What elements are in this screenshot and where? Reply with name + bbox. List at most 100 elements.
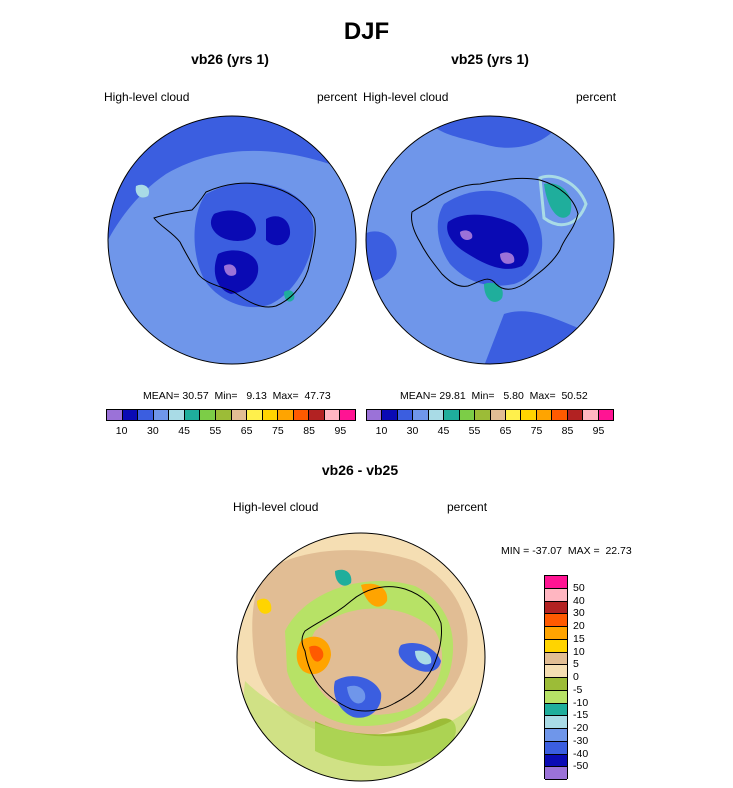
right-antarctica-coastline <box>411 177 579 290</box>
right-outer-ring-2 <box>484 311 614 364</box>
colorbar-tick-label: 95 <box>334 425 347 437</box>
colorbar-swatch <box>382 410 398 420</box>
right-max-label: Max= <box>529 390 556 402</box>
diff-colorbar-tick-label: 15 <box>573 632 585 645</box>
diff-units-label: percent <box>447 500 488 514</box>
colorbar-swatch <box>262 410 279 420</box>
diff-colorbar-swatch <box>545 767 567 780</box>
colorbar-tick-label: 95 <box>592 425 605 437</box>
diff-colorbar-swatch <box>545 652 567 666</box>
colorbar-swatch <box>107 410 123 420</box>
left-stats: MEAN= 30.57 Min= 9.13 Max= 47.73 <box>143 390 331 402</box>
left-max-label: Max= <box>272 390 299 402</box>
colorbar-swatch <box>521 410 537 420</box>
diff-colorbar-tick-label: 10 <box>573 645 585 658</box>
left-variable-label: High-level cloud <box>104 90 190 104</box>
colorbar-swatch <box>552 410 568 420</box>
right-stats: MEAN= 29.81 Min= 5.80 Max= 50.52 <box>400 390 588 402</box>
right-min-value: 5.80 <box>503 390 524 402</box>
diff-variable-label: High-level cloud <box>233 500 319 514</box>
left-panel-title: vb26 (yrs 1) <box>191 51 269 67</box>
diff-colorbar-swatch <box>545 639 567 653</box>
left-outer-ring <box>108 116 356 244</box>
diff-negative-core <box>347 685 366 704</box>
colorbar-tick-label: 65 <box>240 425 253 437</box>
colorbar-tick-label: 55 <box>468 425 481 437</box>
colorbar-swatch <box>428 410 445 420</box>
diff-colorbar-swatch <box>545 703 567 717</box>
diff-colorbar-swatch <box>545 614 567 627</box>
right-coast-patch-3 <box>538 174 588 227</box>
colorbar-tick-label: 45 <box>178 425 190 437</box>
left-antarctica-coastline <box>153 182 316 308</box>
colorbar-tick-label: 45 <box>437 425 450 437</box>
colorbar-tick-label: 30 <box>406 425 419 437</box>
diff-colorbar-tick-label: -10 <box>573 696 589 709</box>
left-min-cloud-patch <box>224 264 237 276</box>
right-coast-patch-2 <box>544 183 572 218</box>
right-units-label: percent <box>576 90 617 104</box>
diff-polar-map <box>236 532 486 782</box>
diff-negative-patch-3 <box>415 650 432 665</box>
diff-colorbar-tick-label: 30 <box>573 607 585 620</box>
colorbar-swatch <box>583 410 599 420</box>
colorbar-swatch <box>169 410 185 420</box>
left-mean-label: MEAN= <box>143 390 180 402</box>
colorbar-swatch <box>444 410 460 420</box>
left-coast-patch-2 <box>135 184 150 198</box>
colorbar-tick-label: 85 <box>561 425 574 437</box>
diff-colorbar-swatch <box>545 627 567 640</box>
diff-colorbar-tick-label: 5 <box>573 658 579 671</box>
colorbar-swatch <box>324 410 341 420</box>
colorbar-tick-label: 75 <box>272 425 284 437</box>
diff-colorbar-swatch <box>545 741 567 755</box>
diff-positive-patch-2 <box>361 583 388 607</box>
diff-colorbar-tick-label: 0 <box>573 671 579 683</box>
diff-negative-patch-4 <box>335 569 352 586</box>
colorbar-swatch <box>138 410 154 420</box>
right-polar-map <box>365 115 615 365</box>
diff-colorbar-swatch <box>545 576 567 589</box>
left-polar-map <box>107 115 357 365</box>
figure-title: DJF <box>343 18 390 45</box>
colorbar-swatch <box>397 410 414 420</box>
diff-panel-title: vb26 - vb25 <box>321 462 399 478</box>
diff-colorbar-swatch <box>545 588 567 602</box>
colorbar-swatch <box>215 410 232 420</box>
colorbar-swatch <box>598 410 613 420</box>
right-max-value: 50.52 <box>561 390 588 402</box>
left-max-cloud-patch-2 <box>266 216 291 246</box>
diff-colorbar-swatch <box>545 716 567 729</box>
colorbar-swatch <box>475 410 491 420</box>
left-min-label: Min= <box>214 390 238 402</box>
colorbar-swatch <box>153 410 170 420</box>
diff-colorbar-swatch <box>545 678 567 691</box>
diff-colorbar-tick-label: 40 <box>573 594 585 607</box>
colorbar-swatch <box>505 410 522 420</box>
left-units-label: percent <box>317 90 358 104</box>
right-coast-patch <box>484 282 503 302</box>
diff-field-green-ring <box>237 681 485 781</box>
diff-antarctica-coastline <box>301 586 442 712</box>
left-colorbar <box>106 409 356 421</box>
colorbar-swatch <box>200 410 216 420</box>
diff-minmax: MIN = -37.07 MAX = 22.73 <box>501 545 632 557</box>
left-coast-patch <box>284 290 295 302</box>
colorbar-swatch <box>459 410 476 420</box>
colorbar-swatch <box>490 410 506 420</box>
colorbar-tick-label: 10 <box>375 425 388 437</box>
colorbar-swatch <box>278 410 294 420</box>
diff-colorbar <box>544 575 568 780</box>
diff-colorbar-tick-label: 50 <box>573 581 585 594</box>
right-panel-title: vb25 (yrs 1) <box>451 51 529 67</box>
left-max-value: 47.73 <box>304 390 331 402</box>
colorbar-swatch <box>184 410 201 420</box>
right-variable-label: High-level cloud <box>363 90 449 104</box>
diff-colorbar-swatch <box>545 729 567 742</box>
diff-colorbar-tick-label: -40 <box>573 747 589 760</box>
diff-colorbar-tick-label: -20 <box>573 722 589 734</box>
colorbar-tick-label: 65 <box>499 425 512 437</box>
diff-colorbar-swatch <box>545 690 567 704</box>
colorbar-swatch <box>122 410 139 420</box>
diff-colorbar-swatch <box>545 665 567 678</box>
